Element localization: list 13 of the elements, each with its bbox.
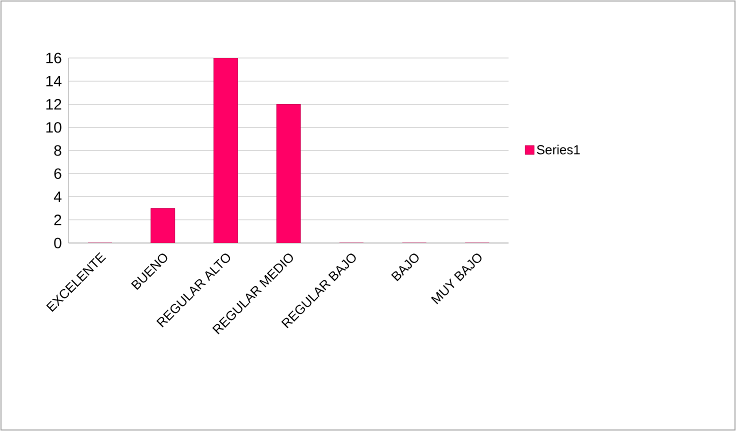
y-tick-label: 14: [46, 76, 62, 86]
y-tick-label: 4: [54, 192, 62, 202]
y-tick-label: 10: [46, 122, 62, 133]
legend-label: Series1: [536, 144, 580, 154]
y-tick-label: 12: [46, 99, 62, 110]
bar: [214, 58, 238, 243]
y-tick-label: 6: [54, 168, 62, 179]
y-tick-label: 0: [54, 238, 62, 248]
y-tick-label: 2: [54, 214, 62, 226]
bar: [276, 104, 301, 243]
y-tick-label: 16: [46, 52, 62, 64]
bar: [150, 208, 176, 243]
y-tick-label: 8: [54, 145, 62, 156]
